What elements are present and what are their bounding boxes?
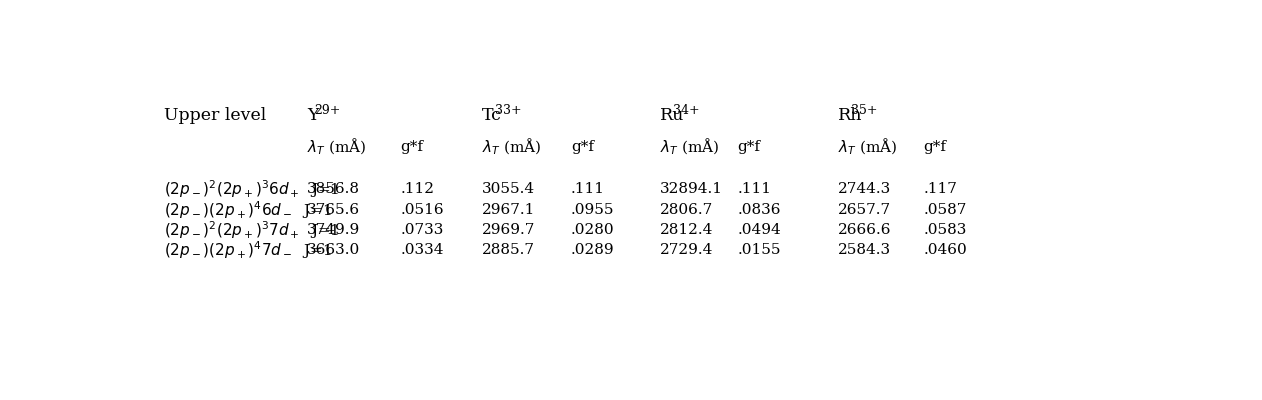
Text: .0587: .0587 (924, 203, 967, 217)
Text: g*f: g*f (924, 140, 946, 154)
Text: 2729.4: 2729.4 (660, 243, 713, 257)
Text: 33+: 33+ (495, 104, 521, 117)
Text: 2657.7: 2657.7 (838, 203, 891, 217)
Text: .0155: .0155 (737, 243, 781, 257)
Text: .0516: .0516 (400, 203, 444, 217)
Text: 29+: 29+ (314, 104, 341, 117)
Text: .0836: .0836 (737, 203, 781, 217)
Text: g*f: g*f (570, 140, 594, 154)
Text: $\lambda_T$ (mÅ): $\lambda_T$ (mÅ) (308, 136, 367, 157)
Text: 34+: 34+ (673, 104, 699, 117)
Text: $(2p_-)^2(2p_+)^3 6d_+$  J=1: $(2p_-)^2(2p_+)^3 6d_+$ J=1 (164, 178, 339, 200)
Text: .0280: .0280 (570, 223, 615, 237)
Text: 2584.3: 2584.3 (838, 243, 891, 257)
Text: 2812.4: 2812.4 (660, 223, 713, 237)
Text: .0460: .0460 (924, 243, 967, 257)
Text: $\lambda_T$ (mÅ): $\lambda_T$ (mÅ) (482, 136, 541, 157)
Text: $\lambda_T$ (mÅ): $\lambda_T$ (mÅ) (838, 136, 897, 157)
Text: .112: .112 (400, 182, 434, 196)
Text: 2967.1: 2967.1 (482, 203, 535, 217)
Text: $(2p_-)^2(2p_+)^3 7d_+$  J=1: $(2p_-)^2(2p_+)^3 7d_+$ J=1 (164, 219, 339, 240)
Text: .111: .111 (570, 182, 604, 196)
Text: .0289: .0289 (570, 243, 615, 257)
Text: g*f: g*f (400, 140, 423, 154)
Text: 2806.7: 2806.7 (660, 203, 713, 217)
Text: 2744.3: 2744.3 (838, 182, 891, 196)
Text: 2666.6: 2666.6 (838, 223, 892, 237)
Text: Upper level: Upper level (164, 107, 266, 124)
Text: .111: .111 (737, 182, 771, 196)
Text: 32894.1: 32894.1 (660, 182, 723, 196)
Text: 3749.9: 3749.9 (308, 223, 361, 237)
Text: Y: Y (308, 107, 319, 124)
Text: 35+: 35+ (852, 104, 878, 117)
Text: $\lambda_T$ (mÅ): $\lambda_T$ (mÅ) (660, 136, 719, 157)
Text: 2969.7: 2969.7 (482, 223, 535, 237)
Text: .0955: .0955 (570, 203, 615, 217)
Text: .0733: .0733 (400, 223, 444, 237)
Text: 2885.7: 2885.7 (482, 243, 535, 257)
Text: g*f: g*f (737, 140, 761, 154)
Text: Tc: Tc (482, 107, 501, 124)
Text: .0334: .0334 (400, 243, 444, 257)
Text: .0494: .0494 (737, 223, 781, 237)
Text: .0583: .0583 (924, 223, 967, 237)
Text: 3663.0: 3663.0 (308, 243, 361, 257)
Text: 3856.8: 3856.8 (308, 182, 361, 196)
Text: .117: .117 (924, 182, 958, 196)
Text: 3765.6: 3765.6 (308, 203, 361, 217)
Text: $(2p_-)(2p_+)^4 6d_-$  J=1: $(2p_-)(2p_+)^4 6d_-$ J=1 (164, 199, 332, 220)
Text: 3055.4: 3055.4 (482, 182, 535, 196)
Text: Rh: Rh (838, 107, 863, 124)
Text: Ru: Ru (660, 107, 684, 124)
Text: $(2p_-)(2p_+)^4 7d_-$  J=1: $(2p_-)(2p_+)^4 7d_-$ J=1 (164, 239, 332, 260)
